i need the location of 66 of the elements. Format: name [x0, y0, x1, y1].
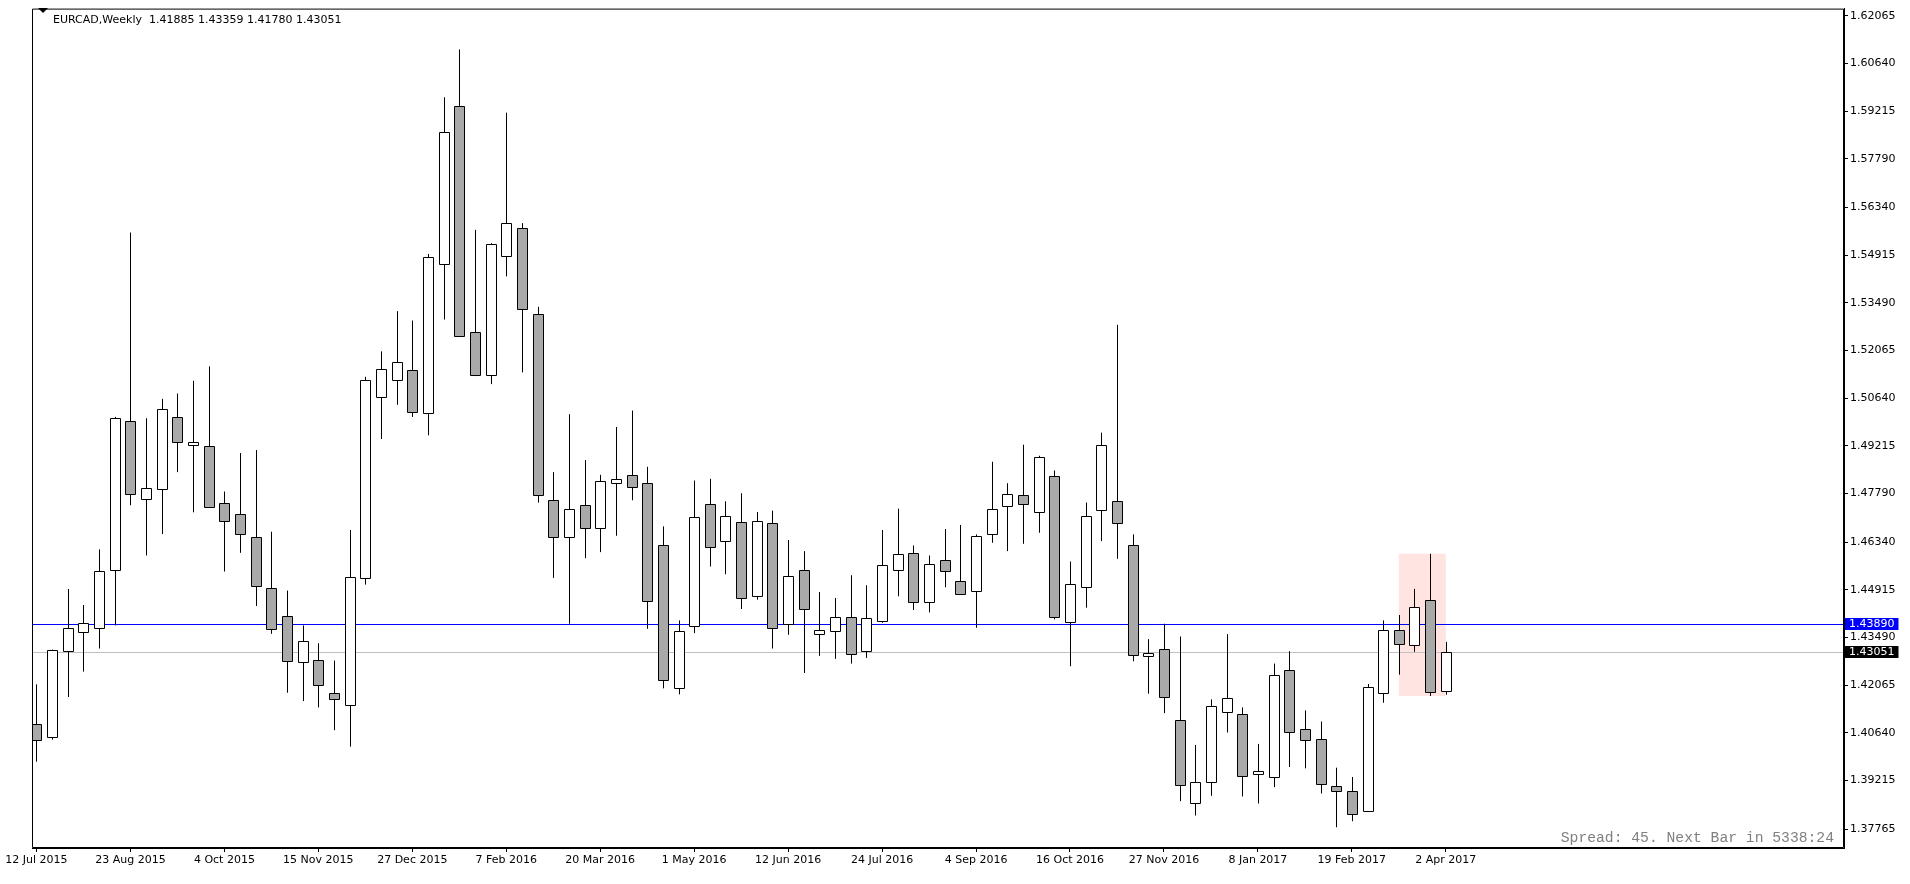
y-tick-label: 1.39215: [1850, 773, 1896, 787]
y-tick-label: 1.56340: [1850, 200, 1896, 214]
x-tick-label: 27 Dec 2015: [377, 853, 448, 867]
x-tick-label: 20 Mar 2016: [565, 853, 636, 867]
candlestick: [235, 452, 246, 554]
candlestick: [392, 310, 403, 406]
x-tick-label: 19 Feb 2017: [1317, 853, 1387, 867]
candlestick: [1331, 767, 1342, 828]
chart-title: EURCAD,Weekly 1.41885 1.43359 1.41780 1.43051: [53, 12, 342, 26]
x-tick-label: 8 Jan 2017: [1228, 853, 1288, 867]
x-tick-label: 2 Apr 2017: [1415, 853, 1477, 867]
x-tick-label: 24 Jul 2016: [850, 853, 914, 867]
y-tick-label: 1.47790: [1850, 486, 1896, 500]
candlestick: [580, 459, 591, 559]
x-tick-label: 16 Oct 2016: [1035, 853, 1104, 867]
candlestick: [830, 597, 841, 660]
candlestick: [1394, 614, 1405, 676]
candlestick: [1300, 709, 1311, 769]
x-tick-label: 4 Sep 2016: [944, 853, 1008, 867]
candlestick: [955, 524, 966, 595]
x-tick-label: 27 Nov 2016: [1128, 853, 1200, 867]
y-tick-label: 1.57790: [1850, 151, 1896, 165]
y-tick-label: 1.59215: [1850, 104, 1896, 118]
x-tick-label: 1 May 2016: [661, 853, 727, 867]
candlestick: [1018, 444, 1029, 545]
y-tick-label: 1.52065: [1850, 343, 1896, 357]
y-tick-label: 1.43490: [1850, 630, 1896, 644]
candlestick: [141, 417, 152, 556]
candlestick: [1222, 633, 1233, 734]
ref-line-label: 1.43890: [1849, 616, 1895, 630]
candlestick: [814, 591, 825, 657]
y-tick-label: 1.49215: [1850, 438, 1896, 452]
candlestick: [329, 660, 340, 731]
x-tick-label: 12 Jun 2016: [755, 853, 822, 867]
x-tick-label: 23 Aug 2015: [95, 853, 166, 867]
candlestick: [1253, 743, 1264, 804]
y-tick-label: 1.40640: [1850, 725, 1896, 739]
y-tick-label: 1.46340: [1850, 534, 1896, 548]
y-tick-label: 1.44915: [1850, 582, 1896, 596]
x-tick-label: 12 Jul 2015: [5, 853, 68, 867]
candlestick: [1190, 744, 1201, 817]
candlestick: [1002, 482, 1013, 552]
candlestick: [1143, 638, 1154, 695]
y-tick-label: 1.42065: [1850, 678, 1896, 692]
candlestick: [627, 410, 638, 501]
candlestick: [1347, 776, 1358, 822]
candlestick: [1112, 324, 1123, 560]
x-tick-label: 4 Oct 2015: [193, 853, 255, 867]
candlestick: [219, 491, 230, 573]
ref-line-label: 1.43051: [1849, 644, 1895, 658]
candlestick: [78, 604, 89, 673]
candlestick: [298, 624, 309, 702]
y-tick-label: 1.37765: [1850, 821, 1896, 835]
candlestick: [188, 380, 199, 513]
x-tick-label: 15 Nov 2015: [283, 853, 354, 867]
x-tick-label: 7 Feb 2016: [475, 853, 537, 867]
y-tick-label: 1.50640: [1850, 391, 1896, 405]
candlestick: [893, 508, 904, 597]
annotation: Spread: 45. Next Bar in 5338:24: [1560, 830, 1835, 846]
y-tick-label: 1.53490: [1850, 295, 1896, 309]
candlestick: [940, 528, 951, 588]
y-tick-label: 1.60640: [1850, 56, 1896, 70]
candlestick: [63, 588, 74, 698]
y-tick-label: 1.62065: [1850, 8, 1896, 22]
candlestick: [611, 426, 622, 537]
y-tick-label: 1.54915: [1850, 247, 1896, 261]
